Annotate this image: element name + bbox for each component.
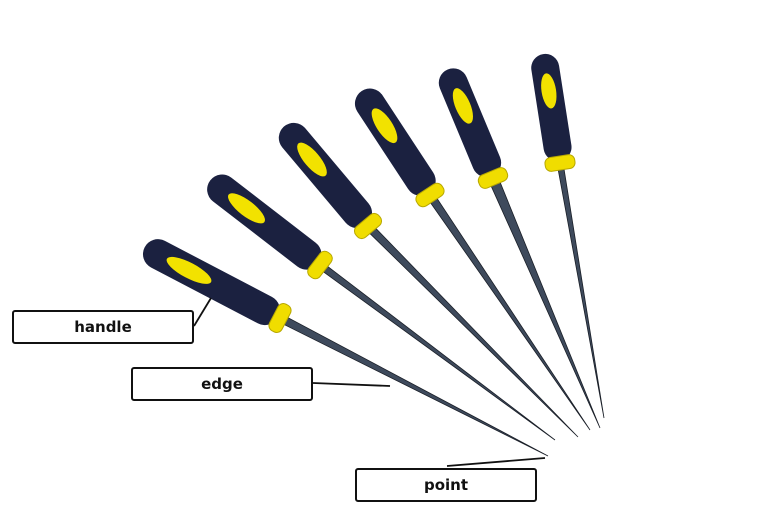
edge-label-text: edge	[201, 375, 243, 393]
edge-label: edge	[131, 367, 313, 401]
point-label: point	[355, 468, 537, 502]
handle-label-text: handle	[74, 318, 132, 336]
leader-lines	[193, 297, 546, 467]
ferrule-ring	[544, 154, 576, 172]
needle-file-2	[207, 174, 556, 441]
ferrule-ring	[307, 250, 333, 280]
edge-leader-line	[312, 382, 391, 387]
handle-leader-line	[193, 297, 212, 327]
handle-grip	[371, 108, 398, 144]
point-label-text: point	[423, 476, 469, 494]
point-leader-line	[446, 457, 546, 467]
needle-file-6	[531, 53, 605, 419]
ferrule-ring	[268, 303, 292, 333]
needle-file-5	[438, 68, 601, 429]
needle-file-3	[278, 122, 579, 438]
needle-files	[142, 53, 605, 457]
ferrule-ring	[415, 182, 445, 208]
handle-label: handle	[12, 310, 194, 344]
handle-grip	[166, 256, 212, 284]
handle-grip	[541, 73, 557, 109]
handle-grip	[297, 142, 327, 177]
ferrule-ring	[477, 167, 509, 189]
handle-grip	[452, 88, 473, 124]
handle-grip	[228, 193, 265, 224]
needle-file-1	[142, 239, 549, 457]
needle-file-4	[354, 88, 591, 431]
file-blade	[317, 261, 556, 441]
ferrule-ring	[353, 212, 383, 240]
